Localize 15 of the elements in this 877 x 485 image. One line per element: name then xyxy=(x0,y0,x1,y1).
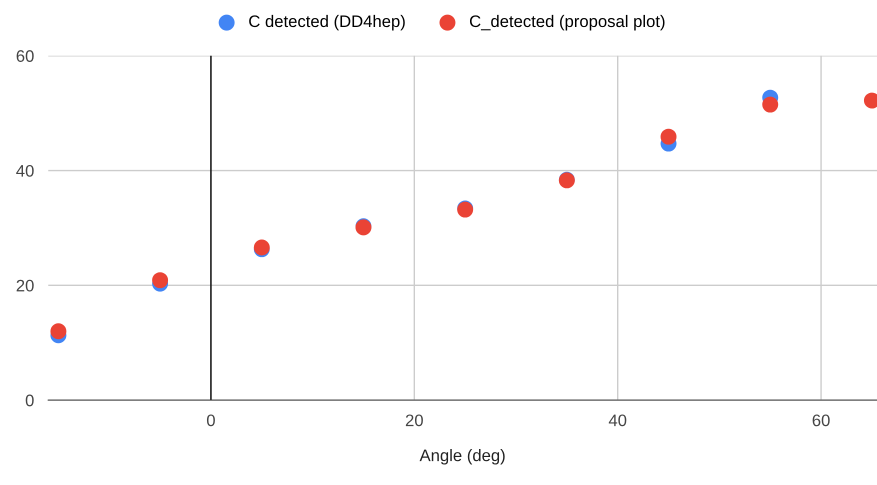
x-tick-label: 20 xyxy=(406,414,423,426)
x-tick-label: 0 xyxy=(206,414,215,426)
legend-label: C_detected (proposal plot) xyxy=(470,14,665,30)
y-tick-label: 20 xyxy=(16,280,34,292)
y-tick-label: 0 xyxy=(26,394,34,406)
legend-label: C detected (DD4hep) xyxy=(249,14,405,30)
point xyxy=(762,96,778,113)
point xyxy=(50,323,66,340)
x-tick-label: 40 xyxy=(608,414,626,426)
x-tick-label: 60 xyxy=(812,414,830,426)
y-tick-label: 40 xyxy=(16,164,34,177)
point xyxy=(660,128,677,145)
y-tick-label: 60 xyxy=(16,50,34,62)
x-axis-title: Angle (deg) xyxy=(420,448,505,465)
point xyxy=(152,272,168,288)
